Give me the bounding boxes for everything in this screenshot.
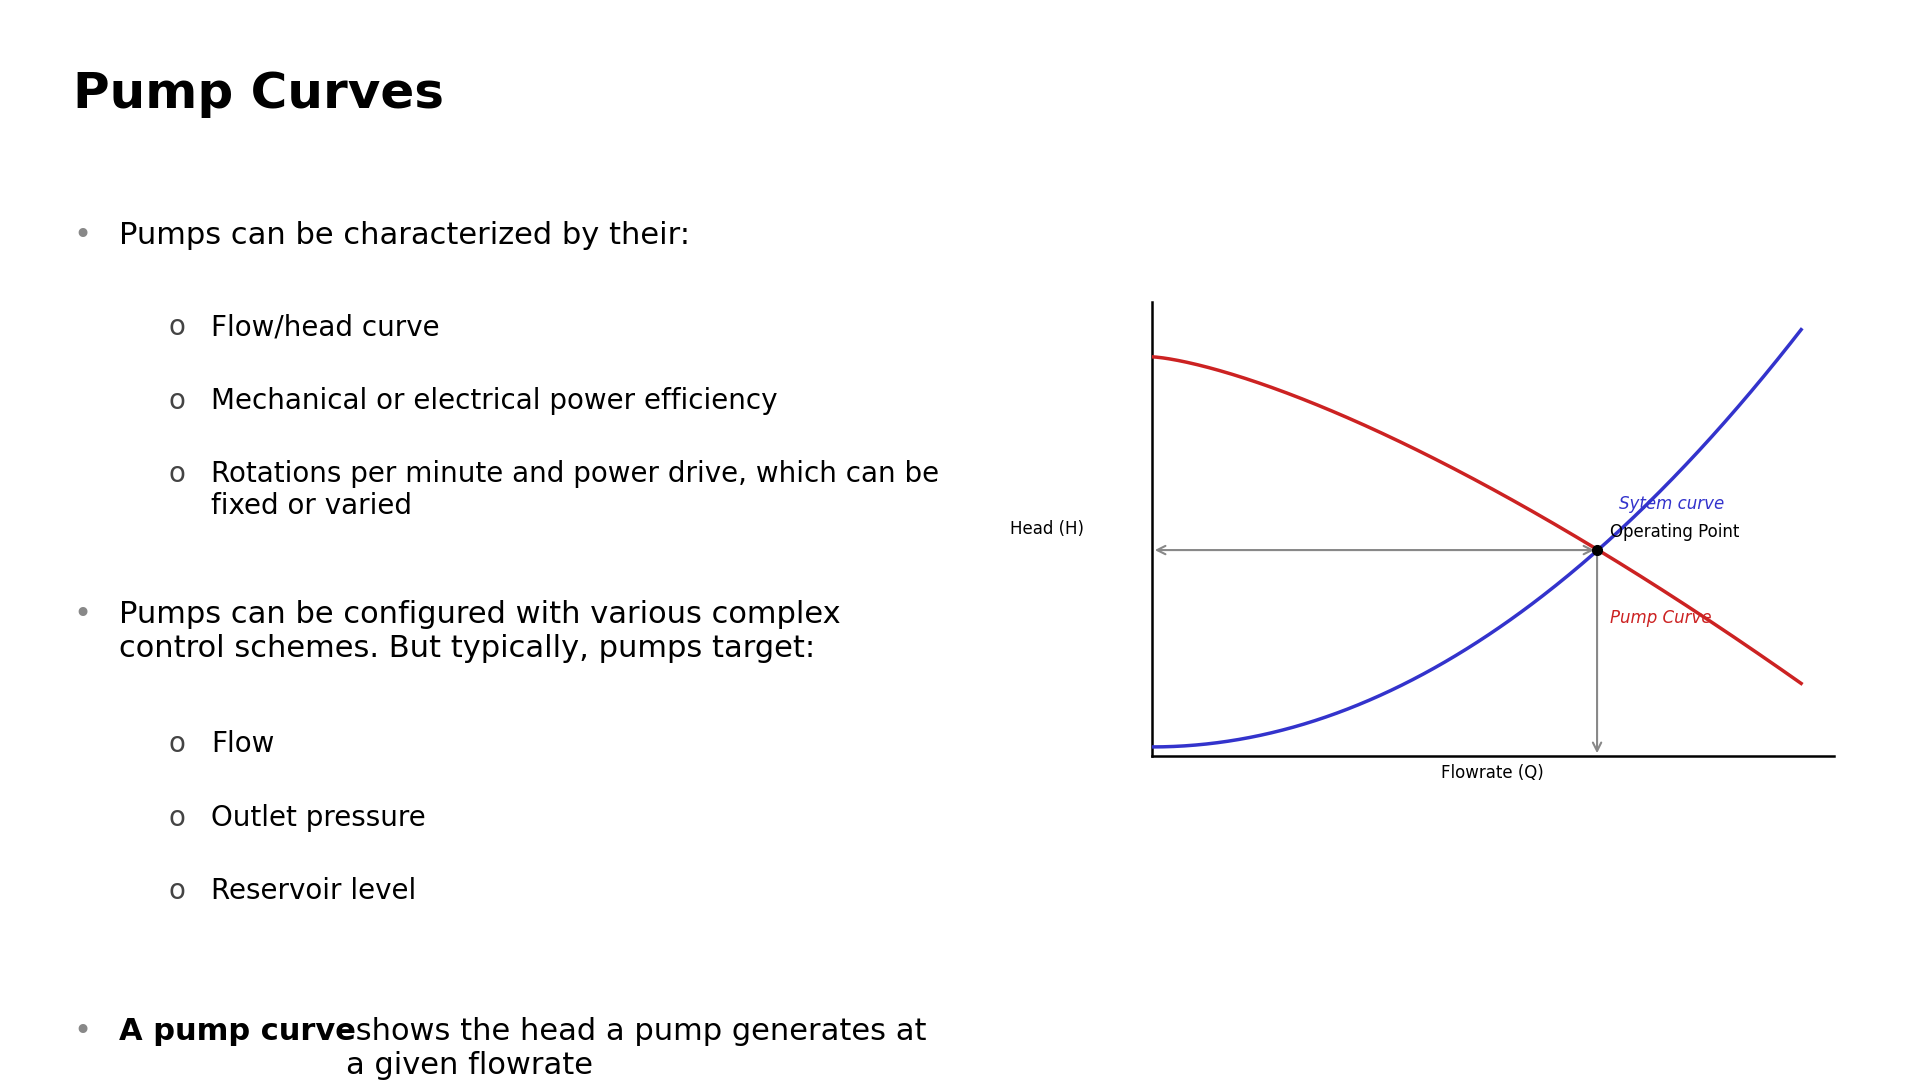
Text: Pumps can be characterized by their:: Pumps can be characterized by their:	[119, 221, 689, 251]
Text: o: o	[169, 730, 186, 758]
Text: o: o	[169, 804, 186, 832]
Text: A pump curve: A pump curve	[119, 1017, 355, 1047]
Text: Pumps can be configured with various complex
control schemes. But typically, pum: Pumps can be configured with various com…	[119, 600, 841, 663]
Text: Sytem curve: Sytem curve	[1619, 495, 1724, 513]
Text: Pump Curve: Pump Curve	[1611, 609, 1711, 627]
Text: Head (H): Head (H)	[1010, 521, 1083, 538]
Text: Operating Point: Operating Point	[1611, 523, 1740, 541]
Text: shows the head a pump generates at
a given flowrate: shows the head a pump generates at a giv…	[346, 1017, 925, 1080]
Text: Flow: Flow	[211, 730, 275, 758]
Text: Pump Curves: Pump Curves	[73, 70, 444, 118]
Text: •: •	[73, 221, 90, 251]
Text: •: •	[73, 600, 90, 630]
Text: Outlet pressure: Outlet pressure	[211, 804, 426, 832]
X-axis label: Flowrate (Q): Flowrate (Q)	[1442, 765, 1544, 782]
Text: o: o	[169, 313, 186, 341]
Text: Reservoir level: Reservoir level	[211, 877, 417, 905]
Text: •: •	[73, 1017, 90, 1047]
Text: o: o	[169, 877, 186, 905]
Text: o: o	[169, 460, 186, 488]
Text: Mechanical or electrical power efficiency: Mechanical or electrical power efficienc…	[211, 387, 778, 415]
Text: o: o	[169, 387, 186, 415]
Text: Rotations per minute and power drive, which can be
fixed or varied: Rotations per minute and power drive, wh…	[211, 460, 939, 521]
Text: Flow/head curve: Flow/head curve	[211, 313, 440, 341]
